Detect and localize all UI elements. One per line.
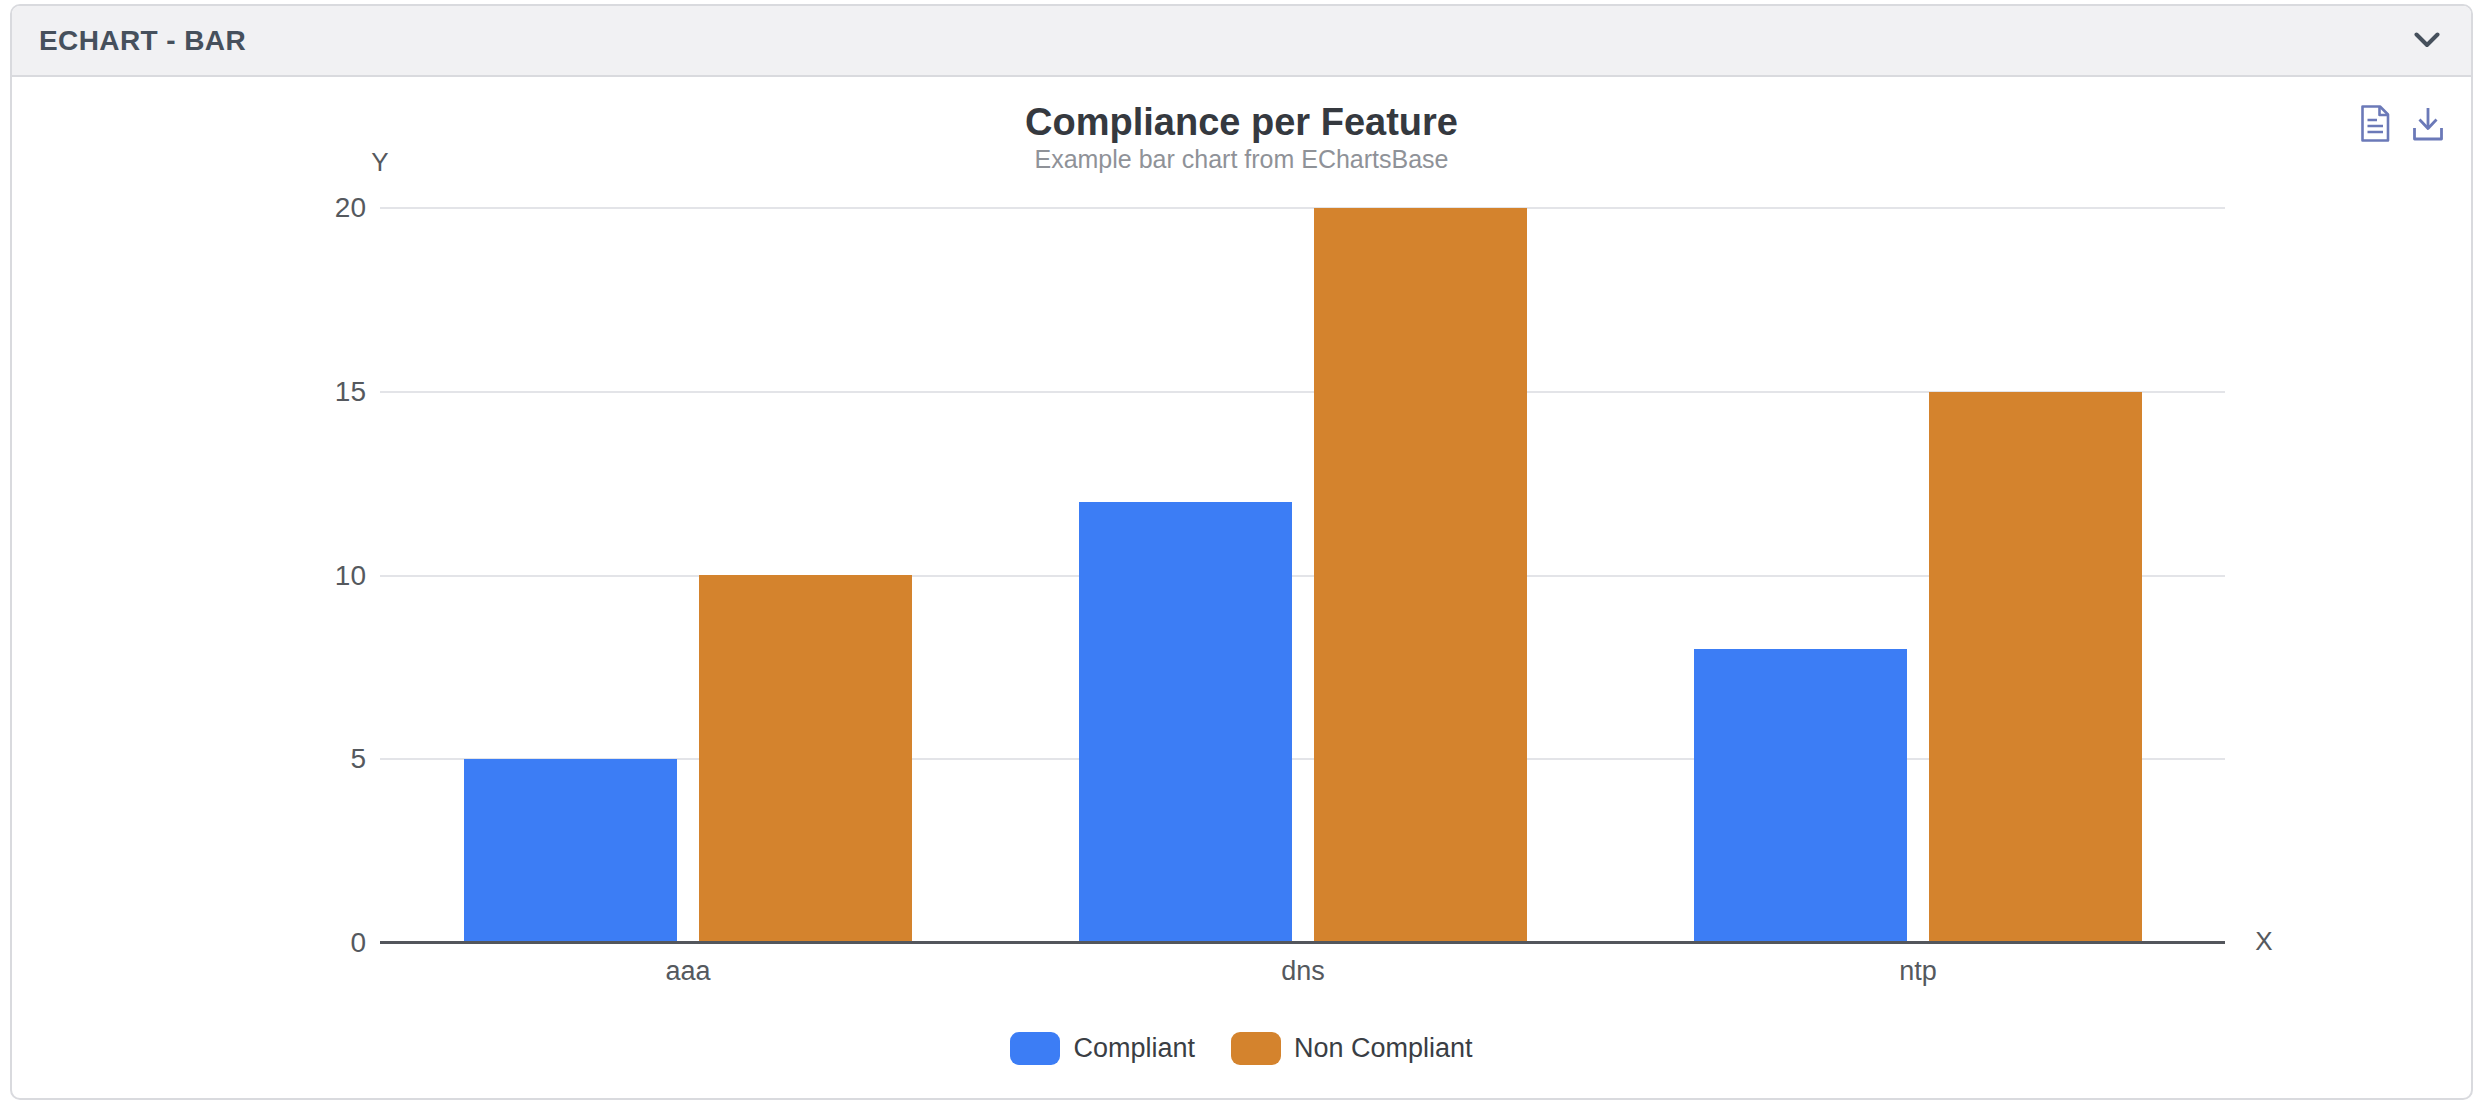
card-title: ECHART - BAR	[39, 25, 246, 57]
y-tick-label-15: 15	[236, 375, 366, 409]
bar-compliant-ntp[interactable]	[1694, 649, 1907, 943]
y-tick-label-10: 10	[236, 559, 366, 593]
legend-item-non-compliant[interactable]: Non Compliant	[1231, 1032, 1473, 1065]
x-category-label-ntp: ntp	[1768, 954, 2068, 988]
legend-label-compliant: Compliant	[1073, 1033, 1195, 1064]
legend-swatch-non-compliant	[1231, 1032, 1281, 1065]
y-gridline-20	[380, 207, 2225, 209]
data-view-icon[interactable]	[2357, 103, 2393, 144]
legend-item-compliant[interactable]: Compliant	[1010, 1032, 1195, 1065]
bar-compliant-dns[interactable]	[1079, 502, 1292, 943]
chevron-down-icon[interactable]	[2414, 32, 2440, 49]
chart-legend: Compliant Non Compliant	[12, 1032, 2471, 1065]
collapse-button[interactable]	[2410, 28, 2444, 53]
chart-canvas: Compliance per Feature Example bar chart…	[12, 79, 2471, 1098]
x-category-label-aaa: aaa	[538, 954, 838, 988]
bar-non-compliant-aaa[interactable]	[699, 575, 912, 943]
card-header: ECHART - BAR	[12, 6, 2471, 77]
chart-toolbox	[2357, 103, 2447, 144]
x-axis-line	[380, 941, 2225, 944]
echart-bar-card: ECHART - BAR Compliance per Feature Exam…	[10, 4, 2473, 1100]
legend-swatch-compliant	[1010, 1032, 1060, 1065]
y-tick-label-5: 5	[236, 742, 366, 776]
x-category-label-dns: dns	[1153, 954, 1453, 988]
y-tick-label-20: 20	[236, 191, 366, 225]
bar-non-compliant-dns[interactable]	[1314, 208, 1527, 943]
legend-label-non-compliant: Non Compliant	[1294, 1033, 1473, 1064]
bar-compliant-aaa[interactable]	[464, 759, 677, 943]
bar-non-compliant-ntp[interactable]	[1929, 392, 2142, 943]
chart-title: Compliance per Feature	[12, 101, 2471, 144]
y-axis-name: Y	[348, 147, 412, 178]
x-axis-name: X	[2234, 926, 2294, 957]
save-image-icon[interactable]	[2409, 103, 2447, 144]
y-tick-label-0: 0	[236, 926, 366, 960]
